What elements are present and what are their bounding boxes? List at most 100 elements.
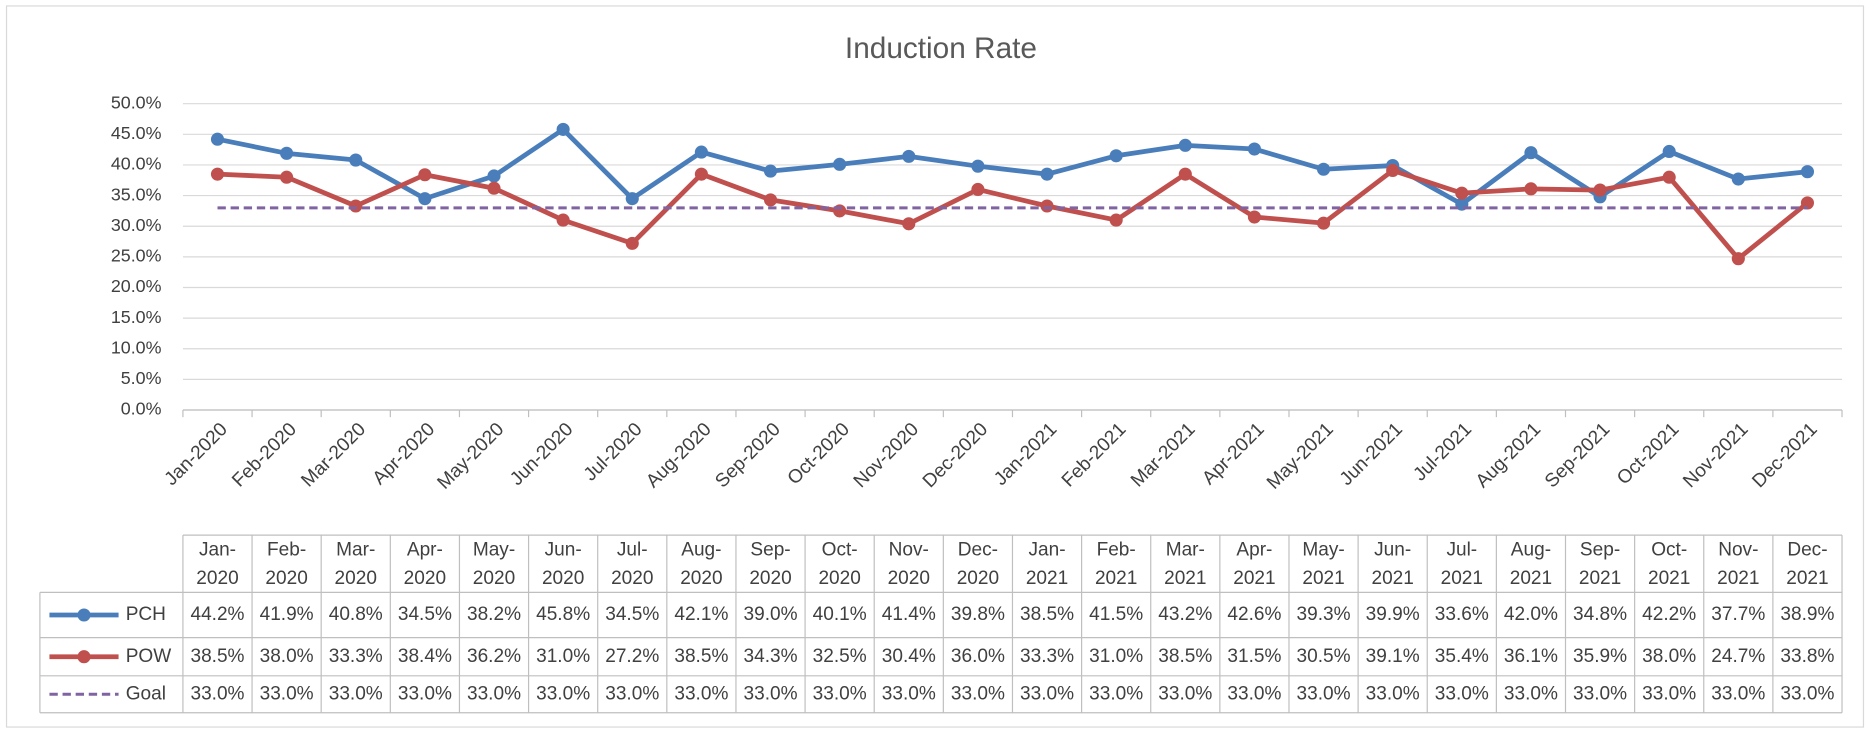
y-tick-label: 15.0% bbox=[111, 307, 162, 327]
line-series bbox=[217, 168, 1809, 262]
point bbox=[763, 193, 778, 207]
table-value: 33.0% bbox=[882, 683, 936, 704]
point bbox=[1386, 163, 1400, 178]
point bbox=[349, 199, 363, 213]
table-value: 33.0% bbox=[1227, 683, 1281, 704]
table-value: 33.0% bbox=[536, 683, 590, 704]
point bbox=[1524, 146, 1538, 160]
point bbox=[1316, 216, 1331, 230]
point bbox=[971, 182, 985, 197]
table-value: 38.4% bbox=[398, 646, 452, 667]
table-value: 43.2% bbox=[1158, 604, 1212, 625]
table-value: 33.0% bbox=[1780, 683, 1834, 704]
table-header: Mar-2021 bbox=[1164, 540, 1206, 590]
table-header: Jul-2020 bbox=[611, 540, 653, 590]
table-header: Sep-2021 bbox=[1579, 540, 1621, 590]
point bbox=[1109, 213, 1123, 227]
table-value: 41.5% bbox=[1089, 604, 1143, 625]
legend-label: PCH bbox=[126, 604, 166, 625]
table-value: 40.1% bbox=[813, 604, 867, 625]
table-header: Feb-2021 bbox=[1095, 540, 1137, 590]
point bbox=[1178, 138, 1192, 152]
table-value: 27.2% bbox=[605, 646, 659, 667]
y-tick-label: 0.0% bbox=[121, 399, 162, 419]
table-header: Jun-2020 bbox=[542, 540, 584, 590]
legend-marker bbox=[77, 608, 91, 622]
table-value: 33.0% bbox=[1158, 683, 1212, 704]
table-header: Aug-2020 bbox=[680, 540, 722, 590]
table-value: 33.0% bbox=[1366, 683, 1420, 704]
y-tick-label: 10.0% bbox=[111, 337, 162, 357]
table-header: Dec-2020 bbox=[957, 540, 999, 590]
table-value: 38.5% bbox=[1158, 646, 1212, 667]
table-value: 37.7% bbox=[1711, 604, 1765, 625]
point bbox=[902, 217, 916, 231]
table-value: 44.2% bbox=[190, 604, 244, 625]
table-value: 33.0% bbox=[1711, 683, 1765, 704]
point bbox=[1316, 162, 1331, 176]
table-value: 33.0% bbox=[605, 683, 659, 704]
table-value: 41.4% bbox=[882, 604, 936, 625]
table-value: 31.0% bbox=[1089, 646, 1143, 667]
point bbox=[1662, 170, 1676, 184]
legend-label: Goal bbox=[126, 683, 166, 704]
table-value: 38.2% bbox=[467, 604, 521, 625]
y-tick-label: 35.0% bbox=[111, 184, 162, 204]
table-value: 38.5% bbox=[674, 646, 728, 667]
table-value: 33.0% bbox=[1020, 683, 1074, 704]
point bbox=[1178, 167, 1192, 181]
table-header: Jan-2020 bbox=[196, 540, 238, 590]
table-value: 33.0% bbox=[1642, 683, 1696, 704]
point bbox=[487, 169, 501, 183]
y-tick-label: 50.0% bbox=[111, 92, 162, 112]
table-value: 33.0% bbox=[744, 683, 798, 704]
y-tick-label: 5.0% bbox=[121, 368, 162, 388]
table-value: 36.1% bbox=[1504, 646, 1558, 667]
point bbox=[1731, 172, 1745, 186]
line-series bbox=[217, 127, 1808, 207]
point bbox=[210, 132, 225, 146]
point bbox=[349, 153, 363, 167]
table-header: Jun-2021 bbox=[1371, 540, 1413, 590]
table-value: 38.9% bbox=[1780, 604, 1834, 625]
point bbox=[1731, 252, 1745, 266]
table-value: 38.5% bbox=[1020, 604, 1074, 625]
point bbox=[1040, 199, 1054, 213]
table-value: 35.4% bbox=[1435, 646, 1489, 667]
point bbox=[556, 213, 570, 227]
table-header: Jul-2021 bbox=[1441, 540, 1483, 590]
point bbox=[1247, 210, 1261, 224]
y-tick-label: 20.0% bbox=[111, 276, 162, 296]
point bbox=[1524, 182, 1538, 196]
table-value: 33.0% bbox=[260, 683, 314, 704]
point bbox=[280, 146, 294, 160]
table-value: 39.0% bbox=[744, 604, 798, 625]
point bbox=[280, 170, 294, 184]
point bbox=[418, 192, 432, 206]
table-value: 38.5% bbox=[190, 646, 244, 667]
table-value: 33.3% bbox=[1020, 646, 1074, 667]
table-value: 42.0% bbox=[1504, 604, 1558, 625]
table-value: 42.2% bbox=[1642, 604, 1696, 625]
table-value: 41.9% bbox=[260, 604, 314, 625]
table-value: 40.8% bbox=[329, 604, 383, 625]
table-value: 34.5% bbox=[398, 604, 452, 625]
point bbox=[833, 157, 847, 171]
point bbox=[1455, 186, 1469, 200]
table-value: 31.5% bbox=[1227, 646, 1281, 667]
table-value: 35.9% bbox=[1573, 646, 1627, 667]
table-header: Feb-2020 bbox=[265, 540, 307, 590]
table-value: 39.8% bbox=[951, 604, 1005, 625]
table-header: Nov-2021 bbox=[1717, 540, 1759, 590]
point bbox=[210, 167, 225, 181]
legend-marker bbox=[77, 650, 91, 664]
table-value: 33.8% bbox=[1780, 646, 1834, 667]
table-header: Apr-2021 bbox=[1233, 540, 1275, 590]
table-value: 33.0% bbox=[398, 683, 452, 704]
table-header: Nov-2020 bbox=[888, 540, 930, 590]
point bbox=[1109, 149, 1123, 163]
table-value: 36.2% bbox=[467, 646, 521, 667]
table-value: 38.0% bbox=[1642, 646, 1696, 667]
point bbox=[694, 167, 708, 181]
y-tick-label: 30.0% bbox=[111, 215, 162, 235]
